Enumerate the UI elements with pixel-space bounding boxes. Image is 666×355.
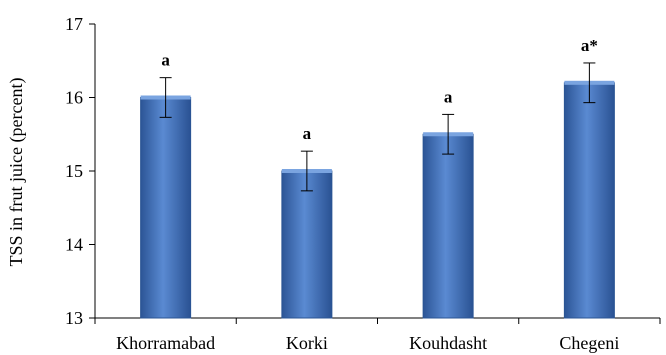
bar [422,133,474,319]
data-label: a* [581,36,598,55]
data-label: a [444,87,453,106]
plot-area: 13 14 15 16 17 a Khorramabad a Korki a Kouhdasht a*… [65,14,661,353]
y-tick-label: 14 [65,235,83,255]
y-tick-label: 13 [65,308,83,328]
y-tick-label: 15 [65,161,83,181]
category-label: Khorramabad [116,333,215,353]
y-axis-title: TSS in frut juice (percent) [6,78,27,267]
category-label: Kouhdasht [409,333,487,353]
bar [281,170,333,319]
y-tick-label: 16 [65,88,83,108]
category-label: Chegeni [559,333,619,353]
y-tick-label: 17 [65,14,83,34]
bar [563,82,615,319]
data-label: a [161,51,170,70]
bar [140,97,192,319]
data-label: a [303,124,312,143]
category-label: Korki [286,333,328,353]
